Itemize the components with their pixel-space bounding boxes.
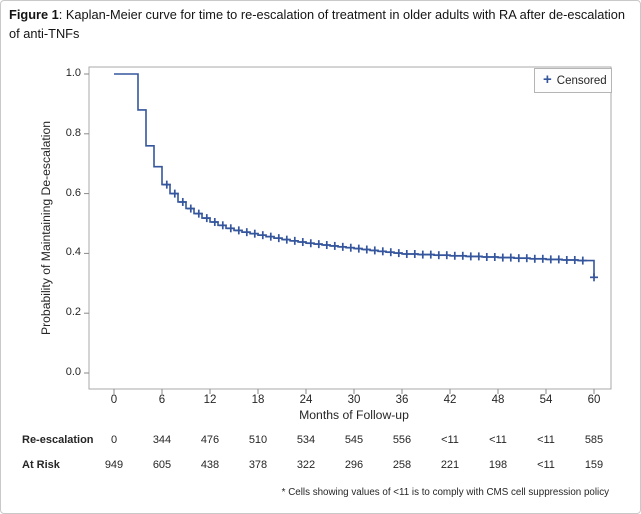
risk-table-cell: 344 [152, 434, 172, 446]
risk-table-cell: 258 [392, 459, 412, 471]
risk-table-cell: 198 [488, 459, 508, 471]
x-tick-label: 12 [203, 394, 217, 406]
risk-table-cell: 322 [296, 459, 316, 471]
risk-table-cell: 949 [104, 459, 124, 471]
risk-table-cell: <11 [537, 459, 555, 471]
risk-table-cell: 438 [200, 459, 220, 471]
x-tick-label: 60 [587, 394, 601, 406]
risk-table-cell: 556 [392, 434, 412, 446]
legend-censored-label: Censored [556, 74, 607, 87]
x-tick-label: 54 [539, 394, 553, 406]
risk-table-cell: 585 [584, 434, 604, 446]
x-tick-label: 18 [251, 394, 265, 406]
y-tick-label: 0.2 [65, 306, 81, 319]
risk-table-cell: 378 [248, 459, 268, 471]
x-tick-label: 24 [299, 394, 313, 406]
risk-table-cell: 0 [110, 434, 118, 446]
km-curve [114, 73, 595, 278]
risk-table-cell: 221 [440, 459, 460, 471]
risk-table-cell: 545 [344, 434, 364, 446]
legend-censored: + Censored [534, 68, 612, 93]
censored-plus-icon: + [543, 71, 552, 88]
figure-number-label: Figure 1 [9, 7, 59, 22]
figure-title-text: : Kaplan-Meier curve for time to re-esca… [9, 7, 625, 41]
risk-table-cell: <11 [489, 434, 507, 446]
x-tick-label: 36 [395, 394, 409, 406]
risk-table-cell: <11 [441, 434, 459, 446]
y-tick-label: 0.0 [65, 366, 81, 378]
y-tick-label: 1.0 [65, 67, 81, 79]
risk-table-row-label: At Risk [22, 459, 60, 471]
risk-table-cell: 510 [248, 434, 268, 446]
risk-table-cell: 534 [296, 434, 316, 446]
risk-table-cell: 296 [344, 459, 364, 471]
cms-suppression-footnote: * Cells showing values of <11 is to comp… [281, 487, 609, 498]
x-tick-label: 48 [491, 394, 505, 406]
risk-table-cell: <11 [537, 434, 555, 446]
x-tick-label: 0 [110, 394, 118, 406]
x-tick-label: 6 [158, 394, 166, 406]
risk-table-cell: 476 [200, 434, 220, 446]
x-tick-label: 42 [443, 394, 457, 406]
risk-table-row-label: Re-escalation [22, 434, 94, 446]
risk-table-cell: 605 [152, 459, 172, 471]
y-tick-label: 0.4 [65, 246, 81, 259]
x-axis-title: Months of Follow-up [299, 408, 409, 422]
y-tick-label: 0.8 [65, 126, 81, 139]
figure-title: Figure 1: Kaplan-Meier curve for time to… [9, 6, 633, 43]
plot-border [88, 66, 612, 390]
risk-table-cell: 159 [584, 459, 604, 471]
x-tick-label: 30 [347, 394, 361, 406]
y-tick-label: 0.6 [65, 186, 81, 199]
